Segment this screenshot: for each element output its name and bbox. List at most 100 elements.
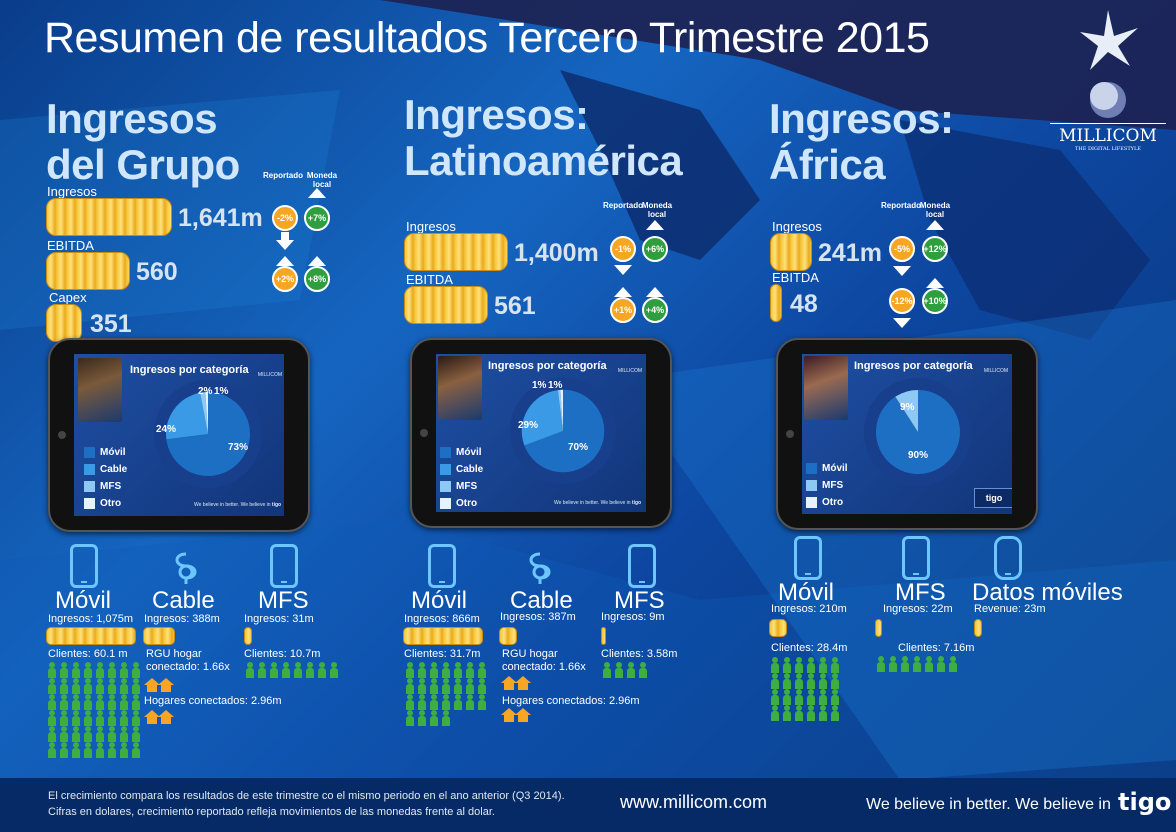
- latam-ingresos-reportado: -1%: [610, 236, 636, 262]
- person-icon: [82, 726, 94, 742]
- tablet-millicom-logo: MILLICOM: [257, 372, 283, 378]
- africa-ebitda-local: +10%: [922, 288, 948, 314]
- person-icon: [82, 694, 94, 710]
- person-icon: [118, 726, 130, 742]
- latam-pie-label-mfs: 1%: [532, 380, 547, 391]
- person-icon: [781, 689, 793, 705]
- grupo-mfs-clientes: Clientes: 10.7m: [244, 648, 321, 660]
- person-icon: [94, 726, 106, 742]
- latam-mfs-coins: [601, 627, 606, 645]
- africa-movil-clientes: Clientes: 28.4m: [771, 642, 848, 654]
- person-icon: [94, 678, 106, 694]
- person-icon: [793, 657, 805, 673]
- africa-mfs-label: MFS: [895, 579, 946, 606]
- person-icon: [899, 656, 911, 672]
- footer-tagline: We believe in better. We believe in: [866, 796, 1111, 813]
- grupo-ingresos-value: 1,641m: [178, 204, 263, 232]
- grupo-screen: Ingresos por categoría 2% 1% 24% 73% Móv…: [74, 354, 284, 516]
- latam-cable-coins: [499, 627, 517, 645]
- grupo-title-line1: Ingresos: [46, 95, 218, 142]
- person-icon: [769, 657, 781, 673]
- person-icon: [404, 662, 416, 678]
- grupo-ebitda-label: EBITDA: [47, 238, 94, 253]
- grupo-capex-value: 351: [90, 310, 132, 338]
- grupo-ingresos-label: Ingresos: [47, 184, 97, 199]
- africa-title-line1: Ingresos:: [769, 95, 954, 142]
- person-icon: [404, 694, 416, 710]
- person-icon: [106, 710, 118, 726]
- grupo-ebitda-value: 560: [136, 258, 178, 286]
- latam-ingresos-coins: [404, 233, 508, 271]
- person-icon: [82, 662, 94, 678]
- africa-mfs-ingresos: Ingresos: 22m: [883, 603, 953, 615]
- footer-note-line1: El crecimiento compara los resultados de…: [48, 790, 565, 802]
- family-photo: [438, 356, 482, 420]
- legend-item: Cable: [440, 461, 483, 478]
- africa-datos-label: Datos móviles: [972, 579, 1123, 606]
- pie-slice-móvil: [166, 392, 250, 476]
- person-icon: [268, 662, 280, 678]
- person-icon: [118, 678, 130, 694]
- africa-screen: Ingresos por categoría 9% 90% Móvil MFS …: [802, 354, 1012, 514]
- latam-pie-label-cable: 29%: [518, 420, 539, 431]
- tablet-tagline: We believe in better. We believe in tigo: [194, 502, 282, 508]
- grupo-ingresos-local: +7%: [304, 205, 330, 231]
- legend-item: Móvil: [440, 444, 483, 461]
- grupo-movil-coins: [46, 627, 136, 645]
- person-icon: [46, 694, 58, 710]
- person-icon: [58, 726, 70, 742]
- pie-slice-mfs: [895, 390, 918, 432]
- latam-screen: Ingresos por categoría 1% 1% 29% 70% Móv…: [436, 354, 646, 512]
- person-icon: [46, 726, 58, 742]
- person-icon: [82, 742, 94, 758]
- legend-item: Otro: [440, 495, 483, 512]
- africa-movil-label: Móvil: [778, 579, 835, 606]
- africa-moneda-label: Moneda local: [919, 201, 951, 219]
- person-icon: [769, 689, 781, 705]
- person-icon: [416, 678, 428, 694]
- person-icon: [440, 694, 452, 710]
- person-icon: [130, 726, 142, 742]
- grupo-ebitda-coins: [46, 252, 130, 290]
- latam-moneda-label: Moneda local: [641, 201, 673, 219]
- grupo-movil-clientes: Clientes: 60.1 m: [48, 648, 128, 660]
- house-icon: [501, 708, 517, 722]
- person-icon: [58, 710, 70, 726]
- person-icon: [304, 662, 316, 678]
- person-icon: [130, 694, 142, 710]
- person-icon: [947, 656, 959, 672]
- person-icon: [601, 662, 613, 678]
- footer-note-line2: Cifras en dolares, crecimiento reportado…: [48, 806, 495, 818]
- grupo-pie-label-otro: 1%: [214, 386, 229, 397]
- africa-ebitda-label: EBITDA: [772, 270, 819, 285]
- person-icon: [793, 673, 805, 689]
- cable-icon: [175, 552, 197, 584]
- africa-datos-coins: [974, 619, 982, 637]
- latam-cable-hogares: Hogares conectados: 2.96m: [502, 695, 640, 707]
- brand-tagline: THE DIGITAL LIFESTYLE: [1075, 146, 1141, 152]
- person-icon: [428, 694, 440, 710]
- person-icon: [416, 694, 428, 710]
- person-icon: [769, 673, 781, 689]
- down-arrow-icon: [893, 266, 911, 276]
- grupo-ingresos-coins: [46, 198, 172, 236]
- africa-pie-label-mfs: 9%: [900, 402, 915, 413]
- grupo-mfs-ingresos: Ingresos: 31m: [244, 613, 314, 625]
- person-icon: [805, 673, 817, 689]
- up-arrow-icon: [308, 256, 326, 266]
- africa-ingresos-coins: [770, 233, 812, 271]
- person-icon: [70, 694, 82, 710]
- house-icon: [144, 678, 160, 692]
- up-arrow-icon: [614, 287, 632, 297]
- person-icon: [70, 662, 82, 678]
- africa-pie-label-movil: 90%: [908, 450, 929, 461]
- person-icon: [94, 710, 106, 726]
- person-icon: [476, 694, 488, 710]
- person-icon: [817, 657, 829, 673]
- africa-tablet: Ingresos por categoría 9% 90% Móvil MFS …: [776, 338, 1038, 530]
- africa-reportado-label: Reportado: [881, 201, 921, 210]
- person-icon: [58, 662, 70, 678]
- footer-url-link[interactable]: www.millicom.com: [620, 792, 768, 812]
- brand-name: MILLICOM: [1050, 123, 1166, 146]
- grupo-mfs-label: MFS: [258, 587, 309, 614]
